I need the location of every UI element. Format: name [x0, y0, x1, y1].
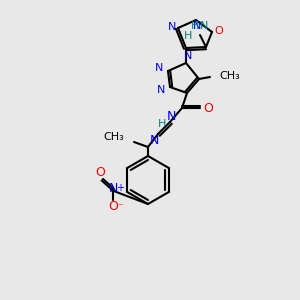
Text: O: O [203, 101, 213, 115]
Text: N: N [166, 110, 176, 124]
Text: N: N [184, 51, 192, 61]
Text: +: + [116, 183, 124, 193]
Text: H: H [191, 21, 199, 31]
Text: N: N [193, 21, 201, 31]
Text: CH₃: CH₃ [219, 71, 240, 81]
Text: O: O [95, 167, 105, 179]
Text: H: H [184, 31, 192, 41]
Text: N: N [149, 134, 159, 146]
Text: O: O [108, 200, 118, 214]
Text: N: N [157, 85, 165, 95]
Text: N: N [168, 22, 176, 32]
Text: H: H [158, 119, 166, 129]
Text: ⁻: ⁻ [117, 202, 123, 212]
Text: N: N [200, 21, 208, 31]
Text: N: N [155, 63, 163, 73]
Text: O: O [214, 26, 224, 36]
Text: CH₃: CH₃ [103, 132, 124, 142]
Text: N: N [108, 182, 118, 194]
